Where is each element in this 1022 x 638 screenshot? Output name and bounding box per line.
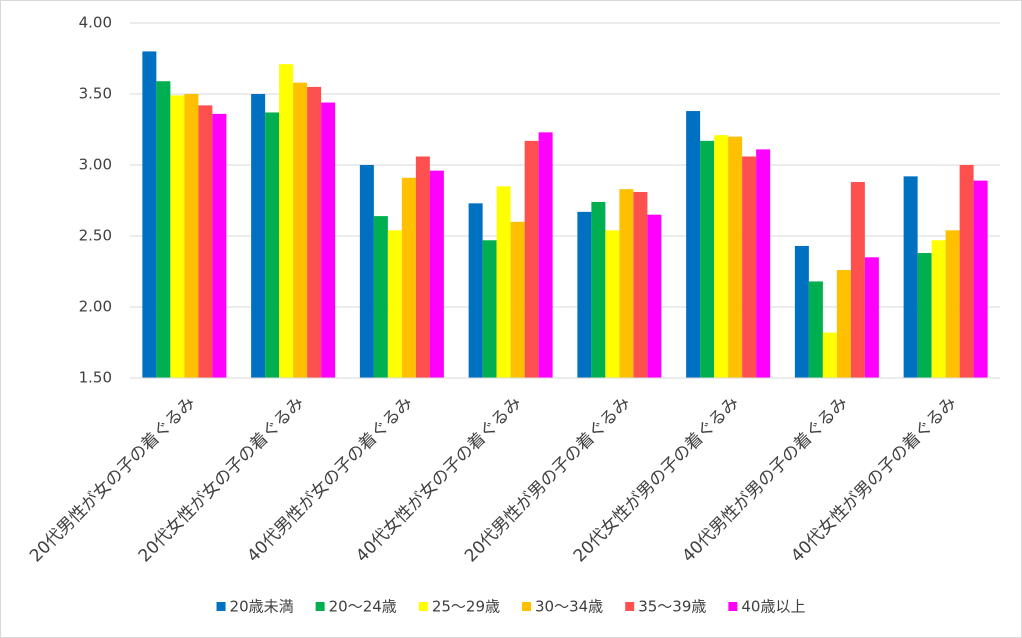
bar (794, 245, 809, 378)
legend-label: 25～29歳 (432, 598, 500, 616)
legend-swatch (728, 602, 738, 611)
y-tick-label: 2.00 (79, 298, 112, 316)
bar (700, 140, 715, 378)
bar (387, 230, 402, 378)
bar (156, 81, 171, 378)
legend-label: 30～34歳 (535, 598, 603, 616)
bar (945, 230, 960, 378)
bar (212, 113, 227, 378)
bar (265, 112, 280, 379)
bar (482, 240, 497, 378)
bar (973, 180, 988, 378)
bar (359, 165, 374, 378)
bar (524, 140, 539, 378)
bar (279, 64, 294, 379)
bar (931, 240, 946, 378)
legend-swatch (315, 602, 325, 611)
y-tick-label: 3.00 (79, 156, 112, 174)
bar (714, 135, 729, 378)
bar (510, 221, 525, 378)
bar (822, 332, 837, 378)
legend-swatch (216, 602, 226, 611)
bar (591, 201, 606, 378)
bar (415, 156, 430, 378)
bar (373, 216, 388, 378)
bar (496, 186, 511, 378)
bar (307, 86, 322, 379)
legend-label: 35～39歳 (638, 598, 706, 616)
bar (850, 182, 865, 378)
legend-label: 20歳未満 (230, 598, 294, 616)
bar (808, 281, 823, 378)
bar (756, 149, 771, 378)
bar (170, 95, 185, 379)
bar (142, 51, 157, 379)
bar (198, 105, 213, 379)
legend-swatch (625, 602, 635, 611)
legend-swatch (522, 602, 531, 611)
bar (538, 132, 553, 378)
legend-swatch (418, 602, 428, 611)
y-tick-label: 3.50 (79, 85, 112, 103)
y-tick-label: 2.50 (79, 227, 112, 245)
bar (647, 214, 662, 378)
bar (184, 94, 199, 378)
bar (959, 165, 974, 378)
bar (293, 82, 308, 378)
bar (468, 203, 483, 378)
bar (321, 102, 336, 379)
bar (742, 156, 757, 378)
y-tick-label: 1.50 (79, 369, 112, 387)
y-tick-label: 4.00 (79, 14, 112, 32)
bar (633, 191, 648, 378)
bar (401, 177, 416, 378)
bar (686, 111, 701, 378)
bar (605, 230, 620, 378)
bar (728, 136, 743, 378)
legend-label: 40歳以上 (741, 598, 805, 616)
bar (836, 270, 851, 378)
bar (903, 176, 918, 378)
bar (864, 257, 879, 378)
bar (251, 94, 266, 378)
bar (917, 253, 932, 378)
bar (429, 170, 444, 378)
bar (577, 211, 592, 378)
legend-label: 20～24歳 (329, 598, 397, 616)
bar (619, 189, 634, 378)
